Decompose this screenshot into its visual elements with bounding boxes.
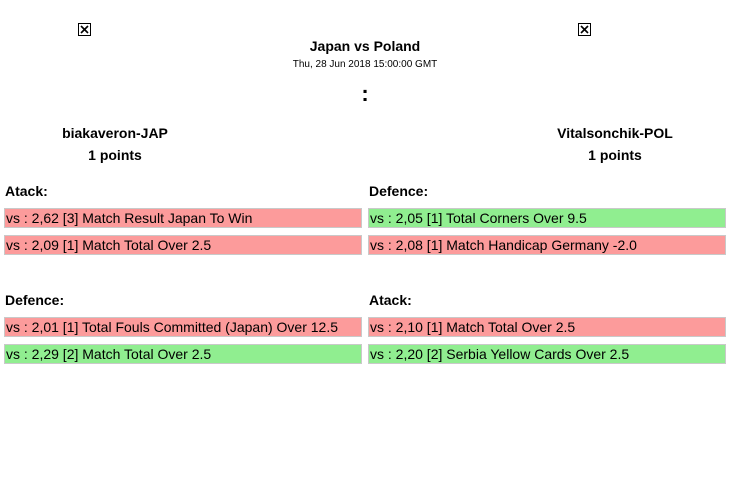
player-points: 1 points xyxy=(88,147,142,163)
bet-row: vs : 2,20 [2] Serbia Yellow Cards Over 2… xyxy=(368,344,726,364)
bet-row: vs : 2,01 [1] Total Fouls Committed (Jap… xyxy=(4,317,362,337)
section-title: Defence: xyxy=(369,183,429,199)
bet-row: vs : 2,62 [3] Match Result Japan To Win xyxy=(4,208,362,228)
match-title: Japan vs Poland xyxy=(309,38,421,54)
player-right: Vitalsonchik-POL 1 points xyxy=(500,125,730,164)
player-points: 1 points xyxy=(588,147,642,163)
bet-row: vs : 2,09 [1] Match Total Over 2.5 xyxy=(4,235,362,255)
broken-image-icon xyxy=(78,23,91,36)
section-title: Atack: xyxy=(5,183,48,199)
player-name: biakaveron-JAP xyxy=(62,125,168,141)
bet-row: vs : 2,10 [1] Match Total Over 2.5 xyxy=(368,317,726,337)
broken-image-icon xyxy=(578,23,591,36)
bet-row: vs : 2,29 [2] Match Total Over 2.5 xyxy=(4,344,362,364)
match-date: Thu, 28 Jun 2018 15:00:00 GMT xyxy=(292,59,438,70)
player-name: Vitalsonchik-POL xyxy=(557,125,673,141)
section-title: Atack: xyxy=(369,292,412,308)
bet-row: vs : 2,05 [1] Total Corners Over 9.5 xyxy=(368,208,726,228)
player-left: biakaveron-JAP 1 points xyxy=(0,125,230,164)
bet-row: vs : 2,08 [1] Match Handicap Germany -2.… xyxy=(368,235,726,255)
match-score: : xyxy=(361,81,369,106)
section-title: Defence: xyxy=(5,292,65,308)
